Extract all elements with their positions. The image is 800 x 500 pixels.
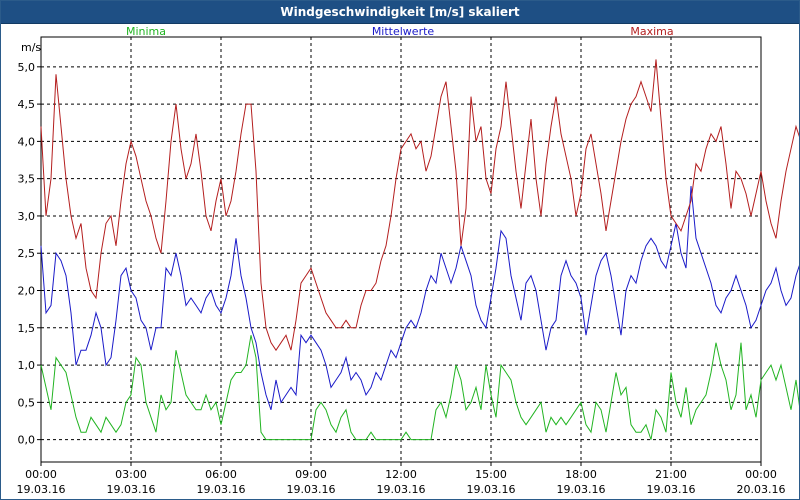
series-line-mittelwerte	[40, 186, 799, 410]
x-tick-date-label: 19.03.16	[17, 483, 66, 496]
y-tick-label: 3,5	[18, 173, 36, 186]
y-tick-label: 4,0	[18, 135, 36, 148]
window-titlebar: Windgeschwindigkeit [m/s] skaliert	[1, 1, 799, 24]
y-tick-label: 3,0	[18, 210, 36, 223]
y-tick-label: 1,0	[18, 359, 36, 372]
x-tick-date-label: 19.03.16	[197, 483, 246, 496]
legend-label-maxima: Maxima	[630, 25, 673, 38]
y-tick-label: 1,5	[18, 322, 36, 335]
x-tick-time-label: 03:00	[115, 468, 147, 481]
x-tick-time-label: 12:00	[385, 468, 417, 481]
y-tick-label: 2,0	[18, 285, 36, 298]
chart-area: 0,0 0,5 1,0 1,5 2,0 2,5 3,0 3,5 4,0 4,5 5,0 m/s 00:0…	[1, 24, 799, 499]
x-tick-date-label: 19.03.16	[557, 483, 606, 496]
x-tick-date-label: 19.03.16	[467, 483, 516, 496]
x-tick-date-label: 19.03.16	[647, 483, 696, 496]
x-tick-time-label: 15:00	[475, 468, 507, 481]
x-tick-time-label: 09:00	[295, 468, 327, 481]
y-tick-label: 2,5	[18, 247, 36, 260]
x-tick-time-label: 00:00	[745, 468, 777, 481]
series-line-maxima	[40, 59, 799, 352]
y-tick-label: 5,0	[18, 61, 36, 74]
legend-label-minima: Minima	[126, 25, 166, 38]
y-axis-label: m/s	[21, 41, 41, 54]
y-tick-label: 4,5	[18, 98, 36, 111]
x-tick-time-label: 18:00	[565, 468, 597, 481]
x-tick-date-label: 19.03.16	[377, 483, 426, 496]
wind-speed-chart: 0,0 0,5 1,0 1,5 2,0 2,5 3,0 3,5 4,0 4,5 5,0 m/s 00:0…	[17, 25, 799, 496]
x-tick-date-label: 19.03.16	[287, 483, 336, 496]
x-tick-date-label: 19.03.16	[107, 483, 156, 496]
x-tick-time-label: 06:00	[205, 468, 237, 481]
series-line-minima	[40, 335, 799, 441]
legend-label-mittelwerte: Mittelwerte	[372, 25, 435, 38]
y-tick-label: 0,0	[18, 434, 36, 447]
x-tick-date-label: 20.03.16	[737, 483, 786, 496]
x-tick-time-label: 00:00	[25, 468, 57, 481]
window-title: Windgeschwindigkeit [m/s] skaliert	[280, 5, 520, 19]
x-tick-time-label: 21:00	[655, 468, 687, 481]
y-tick-label: 0,5	[18, 396, 36, 409]
